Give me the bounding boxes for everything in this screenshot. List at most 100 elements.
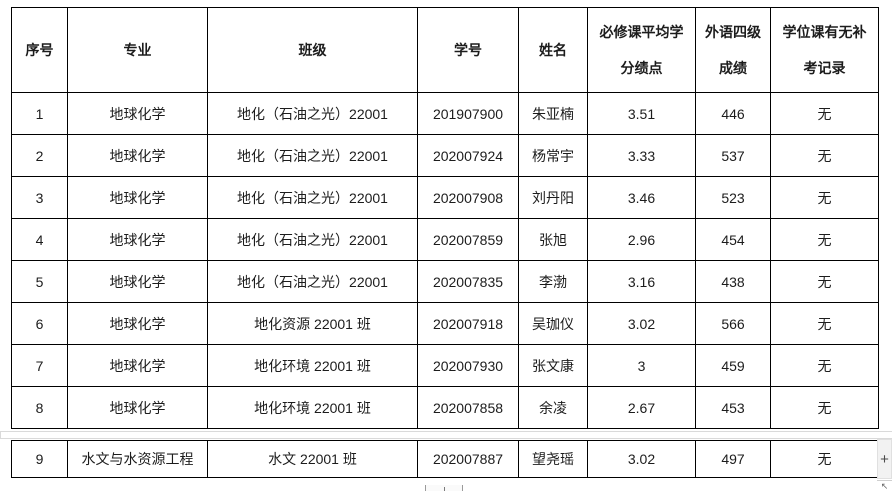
table-cell[interactable]: 吴珈仪 <box>518 302 588 345</box>
table-cell[interactable]: 无 <box>770 134 879 177</box>
table-cell[interactable]: 2.96 <box>587 218 696 261</box>
table-cell[interactable]: 3.51 <box>587 92 696 135</box>
table-cell[interactable]: 地球化学 <box>67 92 208 135</box>
table-cell[interactable]: 9 <box>11 440 68 478</box>
table-cell[interactable]: 446 <box>695 92 771 135</box>
table-cell[interactable]: 438 <box>695 260 771 303</box>
column-header[interactable]: 必修课平均学 分绩点 <box>587 7 696 93</box>
table-cell[interactable]: 望尧瑶 <box>518 440 588 478</box>
table-cell[interactable]: 余凌 <box>518 386 588 429</box>
table-cell[interactable]: 地球化学 <box>67 344 208 387</box>
table-cell[interactable]: 3.02 <box>587 302 696 345</box>
column-header[interactable]: 专业 <box>67 7 208 93</box>
table-cell[interactable]: 202007835 <box>417 260 519 303</box>
table-row: 2 地球化学 地化（石油之光）22001 202007924 杨常宇 3.33 537 无 <box>11 134 879 177</box>
table-cell[interactable]: 无 <box>770 92 879 135</box>
table-cell[interactable]: 1 <box>11 92 68 135</box>
table-cell[interactable]: 3.02 <box>587 440 696 478</box>
table-cell[interactable]: 地化（石油之光）22001 <box>207 176 418 219</box>
table-cell[interactable]: 3 <box>11 176 68 219</box>
table-cell[interactable]: 8 <box>11 386 68 429</box>
table-cell[interactable]: 地化（石油之光）22001 <box>207 134 418 177</box>
table-cell[interactable]: 7 <box>11 344 68 387</box>
column-header[interactable]: 班级 <box>207 7 418 93</box>
table-cell[interactable]: 地化（石油之光）22001 <box>207 260 418 303</box>
table-cell[interactable]: 无 <box>770 440 879 478</box>
table-cell[interactable]: 地化（石油之光）22001 <box>207 92 418 135</box>
page-edge-mark <box>0 431 1 439</box>
table-cell[interactable]: 3.46 <box>587 176 696 219</box>
table-cell[interactable]: 202007859 <box>417 218 519 261</box>
bottom-partial-button[interactable] <box>425 485 463 491</box>
table-cell[interactable]: 无 <box>770 176 879 219</box>
table-cell[interactable]: 3.16 <box>587 260 696 303</box>
page-break-line-top <box>0 431 892 432</box>
table-cell[interactable]: 地化（石油之光）22001 <box>207 218 418 261</box>
table-cell[interactable]: 水文 22001 班 <box>207 440 418 478</box>
table-cell[interactable]: 202007924 <box>417 134 519 177</box>
table-cell[interactable]: 201907900 <box>417 92 519 135</box>
bottom-button-tick <box>444 487 445 491</box>
table-cell[interactable]: 4 <box>11 218 68 261</box>
table-cell[interactable]: 202007918 <box>417 302 519 345</box>
table-cell[interactable]: 李渤 <box>518 260 588 303</box>
table-cell[interactable]: 453 <box>695 386 771 429</box>
table-cell[interactable]: 地化环境 22001 班 <box>207 344 418 387</box>
table-row: 7 地球化学 地化环境 22001 班 202007930 张文康 3 459 无 <box>11 344 879 387</box>
table-cell[interactable]: 地球化学 <box>67 386 208 429</box>
table-cell[interactable]: 497 <box>695 440 771 478</box>
column-header[interactable]: 外语四级 成绩 <box>695 7 771 93</box>
table-cell[interactable]: 张文康 <box>518 344 588 387</box>
table-cell[interactable]: 5 <box>11 260 68 303</box>
table-cell[interactable]: 地球化学 <box>67 302 208 345</box>
table-cell[interactable]: 无 <box>770 302 879 345</box>
table-row: 1 地球化学 地化（石油之光）22001 201907900 朱亚楠 3.51 446 无 <box>11 92 879 135</box>
table-cell[interactable]: 水文与水资源工程 <box>67 440 208 478</box>
table-cell[interactable]: 3.33 <box>587 134 696 177</box>
scrollbar-plus-button[interactable]: + <box>877 439 892 479</box>
column-header[interactable]: 学号 <box>417 7 519 93</box>
table-cell[interactable]: 202007858 <box>417 386 519 429</box>
table-cell[interactable]: 2.67 <box>587 386 696 429</box>
table-cell[interactable]: 454 <box>695 218 771 261</box>
table-cell[interactable]: 地球化学 <box>67 134 208 177</box>
table-cell[interactable]: 6 <box>11 302 68 345</box>
column-header[interactable]: 学位课有无补 考记录 <box>770 7 879 93</box>
table-cell[interactable]: 566 <box>695 302 771 345</box>
table-cell[interactable]: 无 <box>770 344 879 387</box>
table-cell[interactable]: 朱亚楠 <box>518 92 588 135</box>
table-cell[interactable]: 地球化学 <box>67 176 208 219</box>
table-cell[interactable]: 202007887 <box>417 440 519 478</box>
table-cell[interactable]: 地球化学 <box>67 260 208 303</box>
table-row: 3 地球化学 地化（石油之光）22001 202007908 刘丹阳 3.46 523 无 <box>11 176 879 219</box>
table-row: 5 地球化学 地化（石油之光）22001 202007835 李渤 3.16 438 无 <box>11 260 879 303</box>
table-cell[interactable]: 地化环境 22001 班 <box>207 386 418 429</box>
table-cell[interactable]: 杨常宇 <box>518 134 588 177</box>
table-header-row: 序号 专业 班级 学号 姓名 必修课平均学 分绩点 外语四级 成绩 学位课有无补 考记录 <box>11 7 879 93</box>
page-break-line-bottom <box>0 438 892 439</box>
column-header[interactable]: 序号 <box>11 7 68 93</box>
table-cell[interactable]: 地化资源 22001 班 <box>207 302 418 345</box>
table-cell[interactable]: 无 <box>770 260 879 303</box>
table-row: 8 地球化学 地化环境 22001 班 202007858 余凌 2.67 453 无 <box>11 386 879 429</box>
table-cell[interactable]: 537 <box>695 134 771 177</box>
table-cell[interactable]: 2 <box>11 134 68 177</box>
table-cell[interactable]: 地球化学 <box>67 218 208 261</box>
table-cell[interactable]: 459 <box>695 344 771 387</box>
resize-arrow-icon[interactable]: ↖ <box>880 481 889 491</box>
grades-table-body: 1 地球化学 地化（石油之光）22001 201907900 朱亚楠 3.51 446 无 2 地… <box>11 92 879 429</box>
table-cell[interactable]: 无 <box>770 218 879 261</box>
grades-table-page2: 9 水文与水资源工程 水文 22001 班 202007887 望尧瑶 3.02 497 无 <box>11 440 879 478</box>
table-cell[interactable]: 张旭 <box>518 218 588 261</box>
scrollbar-divider <box>877 480 892 481</box>
table-cell[interactable]: 523 <box>695 176 771 219</box>
table-cell[interactable]: 刘丹阳 <box>518 176 588 219</box>
column-header[interactable]: 姓名 <box>518 7 588 93</box>
table-row: 9 水文与水资源工程 水文 22001 班 202007887 望尧瑶 3.02 497 无 <box>11 440 879 478</box>
table-cell[interactable]: 202007908 <box>417 176 519 219</box>
table-cell[interactable]: 无 <box>770 386 879 429</box>
table-cell[interactable]: 202007930 <box>417 344 519 387</box>
table-cell[interactable]: 3 <box>587 344 696 387</box>
